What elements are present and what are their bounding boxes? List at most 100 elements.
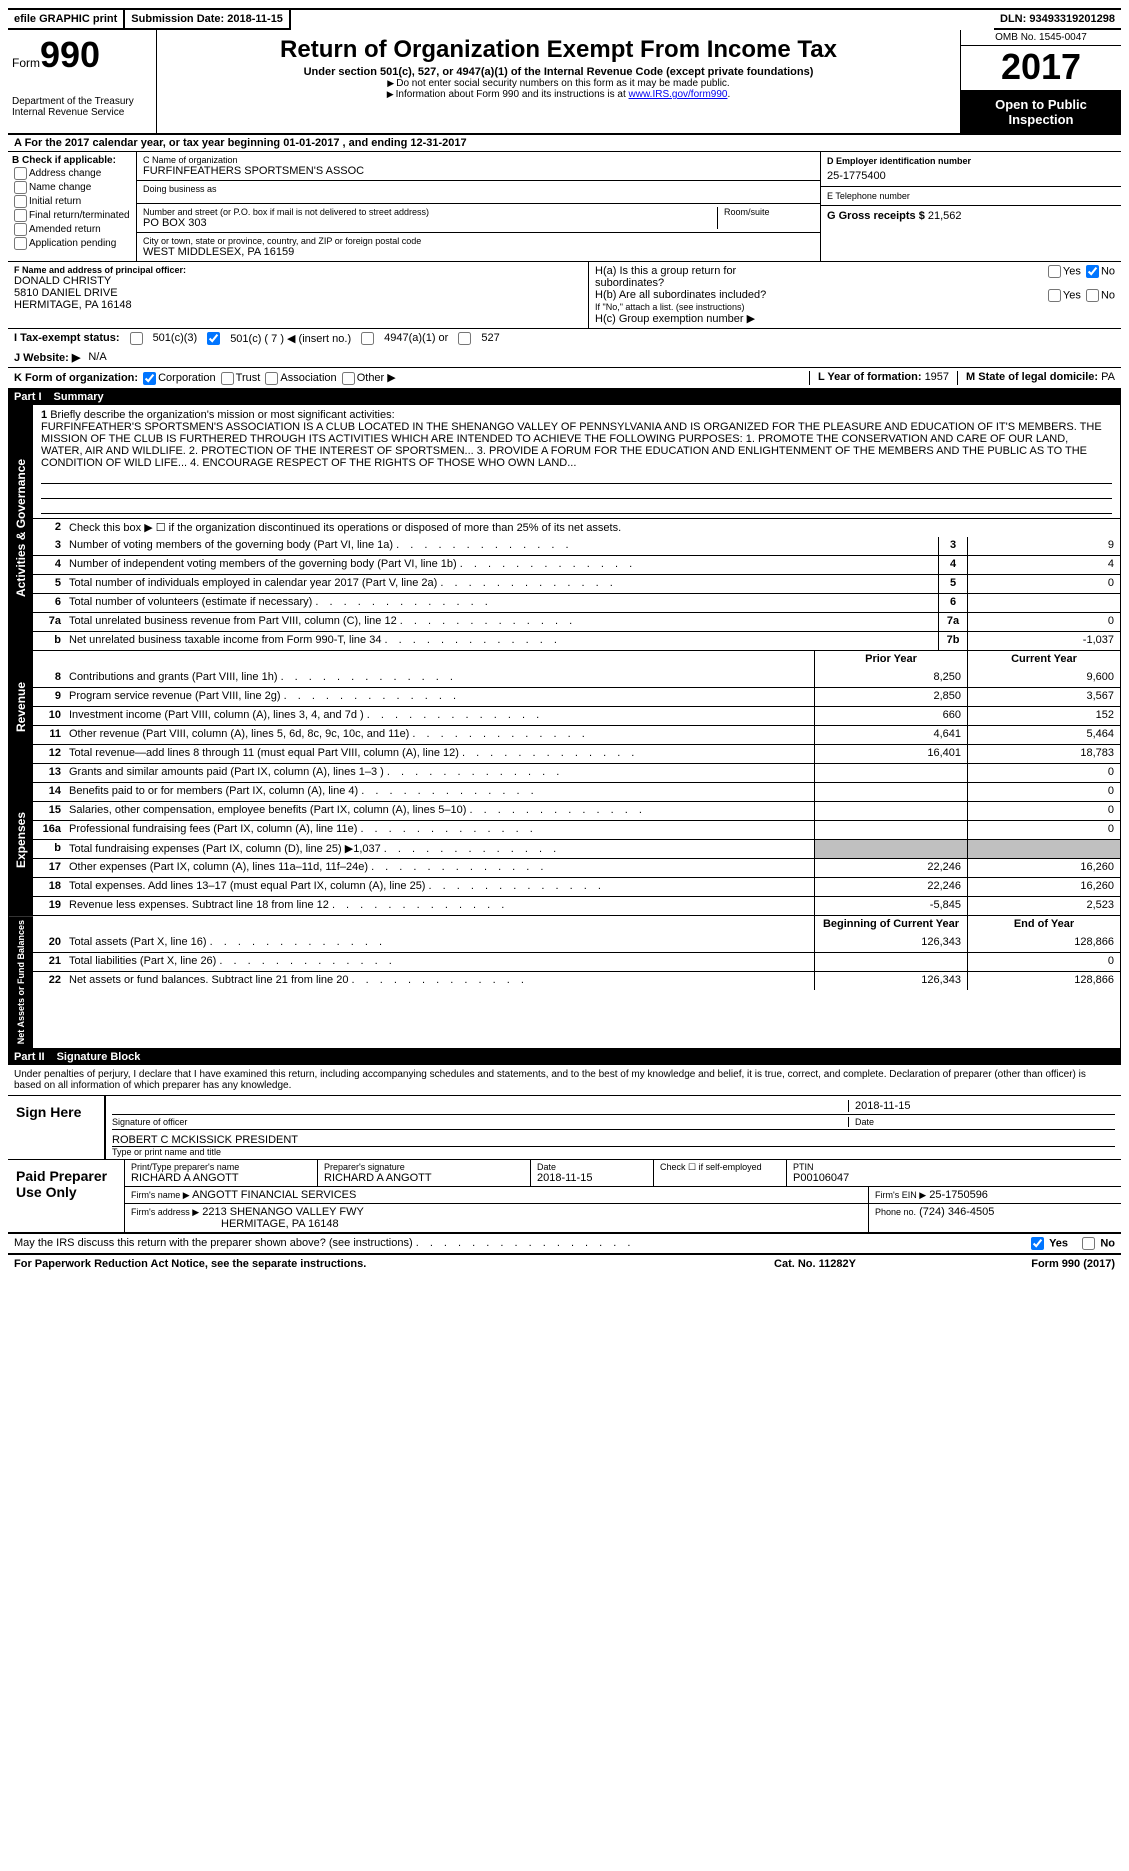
check-corporation[interactable] — [143, 372, 156, 385]
check-amended[interactable] — [14, 223, 27, 236]
hb-yes-check[interactable] — [1048, 289, 1061, 302]
check-final-return[interactable] — [14, 209, 27, 222]
year-formation-label: L Year of formation: — [818, 371, 922, 383]
check-other[interactable] — [342, 372, 355, 385]
irs-link[interactable]: www.IRS.gov/form990 — [629, 89, 728, 100]
line-num: 14 — [33, 783, 65, 801]
line-desc: Net unrelated business taxable income fr… — [65, 632, 938, 650]
summary-line: 4Number of independent voting members of… — [33, 555, 1120, 574]
hb-no-check[interactable] — [1086, 289, 1099, 302]
check-527[interactable] — [458, 332, 471, 345]
summary-governance: Activities & Governance 1 Briefly descri… — [8, 405, 1121, 651]
org-name: FURFINFEATHERS SPORTSMEN'S ASSOC — [143, 165, 814, 177]
section-b: B Check if applicable: Address change Na… — [8, 152, 137, 261]
line-num: 4 — [33, 556, 65, 574]
part1-label: Part I — [14, 391, 42, 403]
prior-value: 8,250 — [814, 669, 967, 687]
section-k: K Form of organization: Corporation Trus… — [14, 371, 801, 385]
section-j: J Website: ▶ N/A — [8, 348, 1121, 368]
current-value: 2,523 — [967, 897, 1120, 915]
discuss-yes-check[interactable] — [1031, 1237, 1044, 1250]
mission-label: Briefly describe the organization's miss… — [50, 409, 394, 421]
current-value: 0 — [967, 783, 1120, 801]
line-desc: Total unrelated business revenue from Pa… — [65, 613, 938, 631]
prior-value: 126,343 — [814, 972, 967, 990]
tax-year: 2017 — [961, 46, 1121, 91]
check-501c[interactable] — [207, 332, 220, 345]
check-name-change[interactable] — [14, 181, 27, 194]
summary-line: 17Other expenses (Part IX, column (A), l… — [33, 858, 1120, 877]
line-desc: Total number of volunteers (estimate if … — [65, 594, 938, 612]
line-num: 3 — [33, 537, 65, 555]
discuss-yes: Yes — [1049, 1237, 1068, 1249]
line-desc: Professional fundraising fees (Part IX, … — [65, 821, 814, 839]
check-trust[interactable] — [221, 372, 234, 385]
discuss-no-check[interactable] — [1082, 1237, 1095, 1250]
ssn-note: Do not enter social security numbers on … — [165, 78, 952, 89]
blank-line — [41, 499, 1112, 514]
line-desc: Revenue less expenses. Subtract line 18 … — [65, 897, 814, 915]
top-bar: efile GRAPHIC print Submission Date: 201… — [8, 8, 1121, 30]
prior-value: -5,845 — [814, 897, 967, 915]
current-value: 16,260 — [967, 859, 1120, 877]
line-num: 12 — [33, 745, 65, 763]
line-desc: Number of voting members of the governin… — [65, 537, 938, 555]
check-4947[interactable] — [361, 332, 374, 345]
omb-number: OMB No. 1545-0047 — [961, 30, 1121, 46]
form-word: Form — [12, 56, 40, 70]
line-desc: Total assets (Part X, line 16) . . . . .… — [65, 934, 814, 952]
line-desc: Total liabilities (Part X, line 26) . . … — [65, 953, 814, 971]
firm-ein: 25-1750596 — [929, 1189, 988, 1201]
street-value: PO BOX 303 — [143, 217, 717, 229]
ptin-value: P00106047 — [793, 1172, 1115, 1184]
line-desc: Investment income (Part VIII, column (A)… — [65, 707, 814, 725]
org-name-label: C Name of organization — [143, 155, 814, 165]
officer-city: HERMITAGE, PA 16148 — [14, 299, 582, 311]
dln-value: 93493319201298 — [1029, 13, 1115, 25]
prep-sig-label: Preparer's signature — [324, 1162, 524, 1172]
line-desc: Number of independent voting members of … — [65, 556, 938, 574]
form-number: 990 — [40, 34, 100, 76]
begin-year-header: Beginning of Current Year — [814, 916, 967, 934]
domicile-label: M State of legal domicile: — [966, 371, 1098, 383]
current-value: 152 — [967, 707, 1120, 725]
prep-selfemp: Check ☐ if self-employed — [654, 1160, 787, 1186]
preparer-row: Paid Preparer Use Only Print/Type prepar… — [8, 1160, 1121, 1233]
city-value: WEST MIDDLESEX, PA 16159 — [143, 246, 814, 258]
shaded-cell — [967, 840, 1120, 858]
check-initial-return[interactable] — [14, 195, 27, 208]
klm-row: K Form of organization: Corporation Trus… — [8, 368, 1121, 389]
line-desc: Total fundraising expenses (Part IX, col… — [65, 840, 814, 858]
form-header: Form 990 Department of the Treasury Inte… — [8, 30, 1121, 135]
officer-group-row: F Name and address of principal officer:… — [8, 262, 1121, 329]
header-left: Form 990 Department of the Treasury Inte… — [8, 30, 157, 133]
summary-line: 15Salaries, other compensation, employee… — [33, 801, 1120, 820]
line-desc: Grants and similar amounts paid (Part IX… — [65, 764, 814, 782]
summary-line: 12Total revenue—add lines 8 through 11 (… — [33, 744, 1120, 763]
check-address-change[interactable] — [14, 167, 27, 180]
check-501c3[interactable] — [130, 332, 143, 345]
public-inspection: Open to Public Inspection — [961, 91, 1121, 133]
dba-label: Doing business as — [143, 184, 814, 194]
officer-name: DONALD CHRISTY — [14, 275, 582, 287]
line-desc: Program service revenue (Part VIII, line… — [65, 688, 814, 706]
firm-ein-label: Firm's EIN ▶ — [875, 1190, 926, 1200]
line-desc: Benefits paid to or for members (Part IX… — [65, 783, 814, 801]
sidelabel-revenue: Revenue — [9, 651, 33, 763]
entity-info-grid: B Check if applicable: Address change Na… — [8, 152, 1121, 262]
domicile-value: PA — [1101, 371, 1115, 383]
ha-yes-check[interactable] — [1048, 265, 1061, 278]
line-desc: Contributions and grants (Part VIII, lin… — [65, 669, 814, 687]
line-num: 20 — [33, 934, 65, 952]
form-org-label: K Form of organization: — [14, 372, 138, 384]
check-association[interactable] — [265, 372, 278, 385]
hb-note: If "No," attach a list. (see instruction… — [595, 302, 1115, 312]
check-application-pending[interactable] — [14, 237, 27, 250]
ha-no-check[interactable] — [1086, 265, 1099, 278]
summary-line: 22Net assets or fund balances. Subtract … — [33, 971, 1120, 990]
line-num: 22 — [33, 972, 65, 990]
line-num: 10 — [33, 707, 65, 725]
prep-sig: RICHARD A ANGOTT — [324, 1172, 524, 1184]
firm-phone: (724) 346-4505 — [919, 1206, 994, 1218]
summary-line: 6Total number of volunteers (estimate if… — [33, 593, 1120, 612]
